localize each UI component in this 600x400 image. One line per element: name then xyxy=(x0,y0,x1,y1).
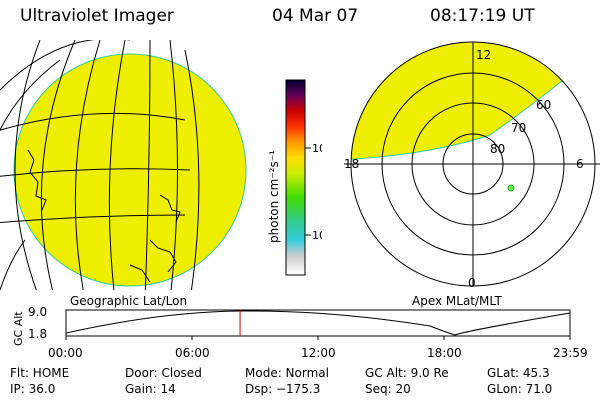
status-gc-alt: GC Alt: 9.0 Re xyxy=(365,366,449,380)
timeline-frame xyxy=(65,309,571,337)
colorbar-tick-label: 10 xyxy=(312,229,322,242)
status-dsp: Dsp: −175.3 xyxy=(245,382,321,396)
lat-label-80: 80 xyxy=(490,142,505,156)
emission-spot xyxy=(507,184,515,192)
coastline xyxy=(149,239,177,273)
apex-label: Apex MLat/MLT xyxy=(412,294,502,308)
altitude-timeline: GC Alt 9.0 1.8 xyxy=(12,305,571,346)
status-seq: Seq: 20 xyxy=(365,382,411,396)
latitude-line xyxy=(0,214,186,223)
longitude-line xyxy=(40,40,76,290)
timeline-ylabel: GC Alt xyxy=(12,311,25,346)
longitude-line xyxy=(144,40,151,290)
status-gain: Gain: 14 xyxy=(125,382,176,396)
longitude-line xyxy=(184,49,200,290)
timeline-xtick-label: 06:00 xyxy=(175,346,210,360)
geographic-map-panel xyxy=(0,40,247,290)
status-door: Door: Closed xyxy=(125,366,202,380)
grid-arc xyxy=(0,239,26,290)
latitude-line xyxy=(0,112,186,131)
coastline xyxy=(129,264,151,283)
date-label: 04 Mar 07 xyxy=(272,6,359,26)
timeline-xtick-label: 18:00 xyxy=(427,346,462,360)
instrument-title: Ultraviolet Imager xyxy=(20,6,174,26)
earth-disk xyxy=(13,53,247,287)
grid-arc xyxy=(0,40,130,91)
status-ip: IP: 36.0 xyxy=(10,382,56,396)
longitude-line xyxy=(169,40,178,290)
coastline xyxy=(27,149,47,211)
altitude-curve xyxy=(65,310,571,336)
lat-label-70: 70 xyxy=(511,121,526,135)
timeline-ytick: 9.0 xyxy=(28,305,47,319)
longitude-line xyxy=(14,40,41,290)
colorbar-gradient xyxy=(285,79,306,276)
timeline-xtick-label: 00:00 xyxy=(48,346,83,360)
geographic-label: Geographic Lat/Lon xyxy=(70,294,188,308)
mlt-label-0: 0 xyxy=(468,276,476,290)
timeline-xtick-label: 23:59 xyxy=(553,346,588,360)
time-label: 08:17:19 UT xyxy=(430,6,535,26)
grid-arc xyxy=(0,59,61,131)
mlt-label-18: 18 xyxy=(344,157,359,171)
longitude-line xyxy=(108,40,126,290)
coastline xyxy=(159,194,181,223)
timeline-ytick: 1.8 xyxy=(28,327,47,341)
status-glon: GLon: 71.0 xyxy=(487,382,553,396)
status-flight: Flt: HOME xyxy=(10,366,70,380)
status-glat: GLat: 45.3 xyxy=(487,366,550,380)
colorbar-unit-label: photon cm⁻²s⁻¹ xyxy=(267,150,281,243)
colorbar-tick-label: 100 xyxy=(312,142,322,155)
mlt-label-6: 6 xyxy=(576,157,584,171)
colorbar-panel: 100 10 photon cm⁻²s⁻¹ xyxy=(267,79,322,276)
latitude-line xyxy=(0,168,191,177)
lat-label-60: 60 xyxy=(536,98,551,112)
mlt-label-12: 12 xyxy=(476,48,491,62)
polar-plot-panel: 12 18 6 0 60 70 80 xyxy=(344,41,600,290)
longitude-line xyxy=(74,40,101,290)
status-mode: Mode: Normal xyxy=(245,366,329,380)
timeline-xtick-label: 12:00 xyxy=(301,346,336,360)
